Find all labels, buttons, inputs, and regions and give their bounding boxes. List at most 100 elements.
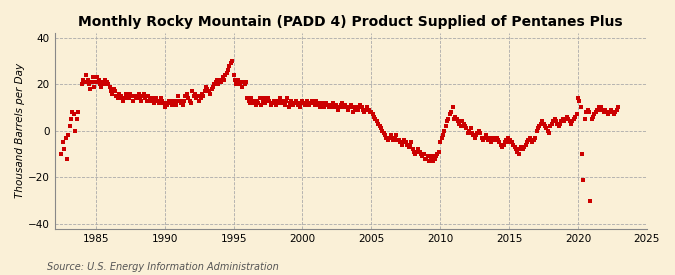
Point	[454, 122, 465, 126]
Point	[526, 138, 537, 142]
Point	[574, 98, 585, 103]
Point	[472, 131, 483, 135]
Point	[240, 80, 251, 84]
Point	[95, 82, 105, 86]
Point	[369, 115, 379, 119]
Point	[335, 103, 346, 107]
Point	[161, 101, 171, 105]
Point	[406, 140, 416, 145]
Point	[458, 122, 469, 126]
Point	[579, 117, 590, 121]
Point	[223, 68, 234, 72]
Point	[549, 117, 560, 121]
Point	[326, 103, 337, 107]
Point	[516, 145, 527, 149]
Point	[482, 136, 493, 140]
Point	[331, 105, 342, 110]
Point	[449, 117, 460, 121]
Point	[325, 105, 335, 110]
Point	[200, 84, 211, 89]
Point	[498, 142, 509, 147]
Point	[497, 145, 508, 149]
Point	[136, 98, 146, 103]
Point	[141, 98, 152, 103]
Point	[322, 103, 333, 107]
Point	[146, 98, 157, 103]
Point	[192, 94, 203, 98]
Point	[281, 98, 292, 103]
Point	[351, 105, 362, 110]
Point	[348, 110, 359, 114]
Point	[65, 117, 76, 121]
Point	[475, 131, 485, 135]
Point	[604, 110, 615, 114]
Point	[425, 156, 436, 161]
Point	[213, 82, 224, 86]
Point	[531, 129, 542, 133]
Point	[290, 98, 301, 103]
Point	[534, 124, 545, 128]
Point	[523, 138, 534, 142]
Point	[236, 84, 247, 89]
Point	[551, 119, 562, 124]
Point	[460, 124, 470, 128]
Point	[387, 136, 398, 140]
Point	[194, 98, 205, 103]
Point	[575, 105, 586, 110]
Point	[153, 98, 163, 103]
Point	[510, 147, 521, 152]
Point	[68, 112, 79, 117]
Point	[539, 124, 550, 128]
Point	[509, 145, 520, 149]
Point	[334, 105, 345, 110]
Point	[184, 98, 195, 103]
Point	[346, 103, 356, 107]
Point	[275, 96, 286, 100]
Point	[133, 91, 144, 96]
Point	[267, 101, 277, 105]
Point	[248, 98, 259, 103]
Point	[158, 101, 169, 105]
Point	[391, 133, 402, 138]
Point	[227, 59, 238, 63]
Point	[119, 96, 130, 100]
Point	[292, 101, 302, 105]
Point	[140, 96, 151, 100]
Point	[137, 94, 148, 98]
Point	[440, 124, 451, 128]
Point	[130, 96, 141, 100]
Point	[61, 156, 72, 161]
Point	[538, 122, 549, 126]
Point	[261, 98, 272, 103]
Point	[354, 105, 364, 110]
Point	[239, 82, 250, 86]
Point	[610, 110, 620, 114]
Point	[518, 147, 529, 152]
Point	[371, 119, 382, 124]
Point	[60, 136, 71, 140]
Point	[505, 138, 516, 142]
Point	[600, 108, 611, 112]
Point	[591, 110, 601, 114]
Point	[117, 96, 128, 100]
Point	[97, 80, 108, 84]
Point	[350, 108, 360, 112]
Point	[466, 131, 477, 135]
Point	[367, 112, 378, 117]
Point	[512, 150, 522, 154]
Point	[249, 101, 260, 105]
Point	[257, 98, 268, 103]
Point	[205, 91, 215, 96]
Point	[81, 73, 92, 77]
Point	[308, 101, 319, 105]
Point	[284, 105, 294, 110]
Point	[453, 119, 464, 124]
Point	[414, 150, 425, 154]
Point	[100, 77, 111, 82]
Point	[165, 101, 176, 105]
Point	[563, 117, 574, 121]
Point	[195, 96, 206, 100]
Point	[252, 98, 263, 103]
Point	[400, 140, 411, 145]
Point	[571, 112, 582, 117]
